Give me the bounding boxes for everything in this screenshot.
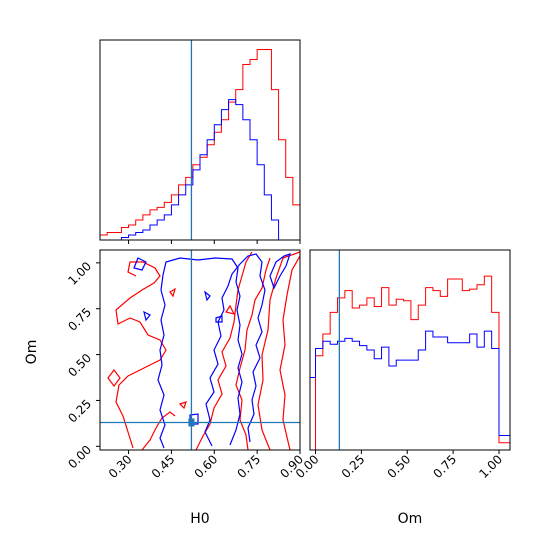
contour-line-2 (279, 255, 300, 450)
contour-line-18 (269, 253, 291, 290)
om-histogram-panel: 0.00 0.25 0.50 0.75 1.00 (293, 249, 511, 481)
contour-ytick-label-2: 0.25 (65, 397, 94, 426)
om-histogram-frame (309, 249, 511, 451)
contour-line-13 (143, 310, 151, 322)
y-axis-label-om: Om (24, 340, 40, 365)
contour-ytick-label-1: 0.00 (65, 443, 94, 472)
om-xtick-label-2: 0.25 (339, 452, 368, 481)
contour-line-11 (157, 257, 243, 449)
contour-line-12 (133, 257, 147, 271)
contour-xtick-label-4: 0.75 (234, 452, 263, 481)
contour-xtick-label-3: 0.60 (192, 452, 221, 481)
h0-histogram-frame (99, 39, 301, 241)
contour-ytick-label-5: 1.00 (65, 259, 94, 288)
contour-line-17 (215, 315, 223, 323)
contour-line-1 (257, 251, 300, 450)
contour-line-6 (169, 287, 176, 298)
contour-xtick-label-1: 0.30 (106, 452, 135, 481)
h0-histogram-series-1 (99, 49, 301, 240)
om-histogram-series-2 (309, 330, 511, 450)
h0-histogram-series-2 (100, 99, 300, 241)
contour-line-3 (235, 257, 271, 450)
om-xtick-label-4: 0.75 (430, 452, 459, 481)
h0-om-contour-panel: 0.30 0.45 0.60 0.75 0.900.000.250.500.751.00 (65, 249, 306, 481)
contour-line-5 (107, 369, 121, 387)
contour-line-14 (203, 290, 211, 302)
contour-ytick-label-3: 0.50 (65, 351, 94, 380)
om-xtick-label-5: 1.00 (476, 452, 505, 481)
contour-ytick-label-4: 0.75 (65, 305, 94, 334)
contour-line-7 (141, 411, 176, 450)
x-axis-label-om: Om (398, 511, 423, 527)
x-axis-label-h0: H0 (190, 511, 209, 527)
contour-line-10 (178, 401, 187, 410)
om-histogram-series-1 (310, 275, 511, 451)
contour-xtick-label-2: 0.45 (149, 452, 178, 481)
contour-line-8 (195, 251, 253, 450)
contour-frame (99, 249, 301, 451)
contour-line-16 (204, 253, 266, 447)
contour-line-9 (225, 304, 236, 315)
h0-histogram-panel (99, 39, 301, 244)
contour-line-4 (115, 261, 167, 449)
om-xtick-label-3: 0.50 (385, 452, 414, 481)
h0-om-marker-point (188, 418, 195, 427)
contour-lines (107, 251, 300, 450)
